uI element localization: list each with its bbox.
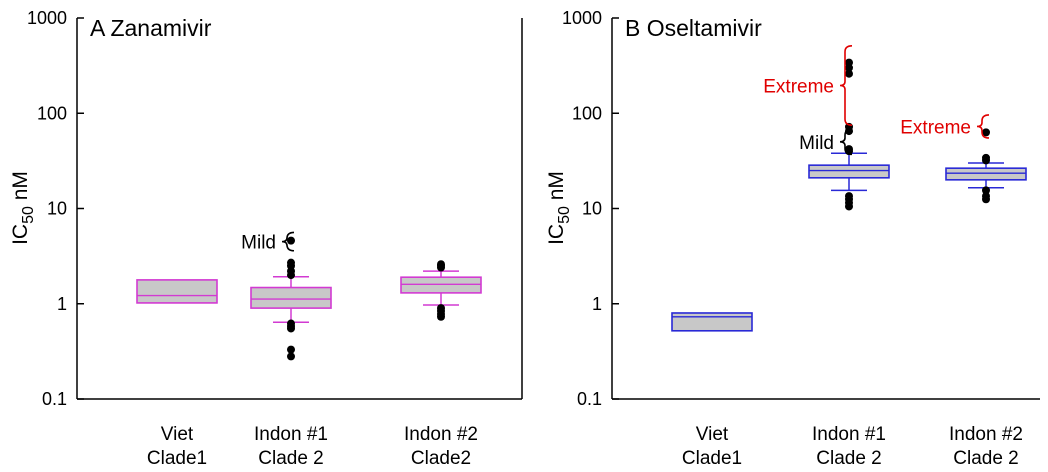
panel-oseltamivir: B Oseltamivir IC50 nM 0.1 1 10 100 1000 Viet… xyxy=(545,8,1040,469)
annotation-bracket xyxy=(976,114,990,139)
annotation-label: Extreme xyxy=(763,77,834,98)
outlier-point xyxy=(982,153,990,162)
category-label-line2: Clade1 xyxy=(147,448,207,469)
outlier-point xyxy=(287,352,295,361)
box xyxy=(945,167,1027,181)
outlier-point xyxy=(845,192,853,201)
panel-zanamivir: A Zanamivir IC50 nM 0.1 1 10 100 1000 Viet Cl… xyxy=(9,8,523,469)
outlier-point xyxy=(287,319,295,328)
y-tick-label: 10 xyxy=(582,199,602,219)
outlier-point xyxy=(982,128,990,137)
x-categories: Viet Clade1 Indon #1 Clade 2 Indon #2 Clade 2 xyxy=(682,424,1023,469)
box xyxy=(250,286,332,309)
y-axis-label: IC50 nM xyxy=(9,171,37,245)
category-label-line1: Viet xyxy=(161,424,194,445)
y-tick-label: 0.1 xyxy=(577,389,602,409)
y-ticks: 0.1 1 10 100 1000 xyxy=(562,8,619,409)
category-label-line2: Clade 2 xyxy=(816,448,882,469)
category-label-line1: Indon #2 xyxy=(404,424,478,445)
outlier-point xyxy=(845,145,853,154)
outlier-point xyxy=(845,58,853,67)
outlier-point xyxy=(982,192,990,201)
outlier-point xyxy=(437,260,445,269)
y-tick-label: 1000 xyxy=(562,8,602,28)
outlier-point xyxy=(287,345,295,354)
category-label-line1: Viet xyxy=(696,424,729,445)
category-label-line2: Clade 2 xyxy=(953,448,1019,469)
x-categories: Viet Clade1 Indon #1 Clade 2 Indon #2 Clade2 xyxy=(147,424,478,469)
annotation-label: Mild xyxy=(799,133,834,154)
y-tick-label: 100 xyxy=(572,103,602,123)
panel-title: B Oseltamivir xyxy=(625,15,762,41)
category-label-line2: Clade1 xyxy=(682,448,742,469)
y-tick-label: 10 xyxy=(47,199,67,219)
y-tick-label: 0.1 xyxy=(42,389,67,409)
box xyxy=(808,164,890,179)
outlier-point xyxy=(982,186,990,195)
annotations: Mild Extreme Extreme xyxy=(763,45,990,156)
box xyxy=(400,276,482,294)
category-label-line1: Indon #1 xyxy=(812,424,886,445)
category-label-line2: Clade2 xyxy=(411,448,471,469)
y-tick-label: 1000 xyxy=(27,8,67,28)
y-ticks: 0.1 1 10 100 1000 xyxy=(27,8,84,409)
box xyxy=(136,279,218,304)
outlier-point xyxy=(287,236,295,245)
y-tick-label: 1 xyxy=(57,294,67,314)
box-plots xyxy=(671,58,1027,332)
annotation-bracket xyxy=(839,128,853,156)
y-axis-label: IC50 nM xyxy=(545,171,573,245)
panel-title: A Zanamivir xyxy=(90,15,212,41)
annotations: Mild xyxy=(241,231,295,254)
outlier-point xyxy=(287,258,295,267)
category-label-line1: Indon #2 xyxy=(949,424,1023,445)
box-plots xyxy=(136,236,482,361)
annotation-bracket xyxy=(281,231,295,252)
category-label-line1: Indon #1 xyxy=(254,424,328,445)
annotation-label: Mild xyxy=(241,233,276,254)
annotation-label: Extreme xyxy=(900,117,971,138)
y-tick-label: 100 xyxy=(37,103,67,123)
annotation-bracket xyxy=(839,45,853,126)
category-label-line2: Clade 2 xyxy=(258,448,324,469)
box xyxy=(671,312,753,332)
y-tick-label: 1 xyxy=(592,294,602,314)
outlier-point xyxy=(845,69,853,78)
outlier-point xyxy=(437,304,445,313)
